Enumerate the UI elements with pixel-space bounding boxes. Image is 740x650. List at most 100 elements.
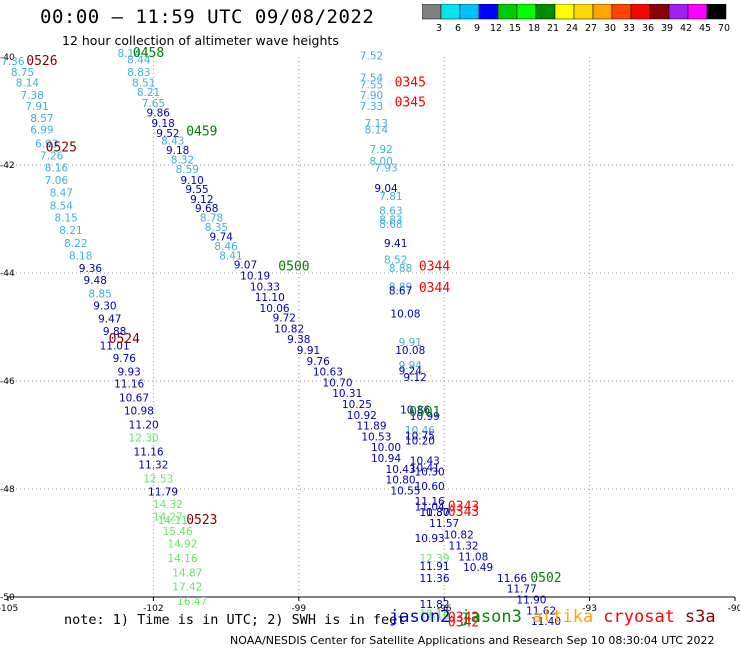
time-label: 0345 bbox=[395, 76, 426, 91]
wave-height-point: 10.98 bbox=[124, 405, 154, 417]
wave-height-point: 11.79 bbox=[148, 486, 178, 498]
wave-height-point: 8.35 bbox=[205, 222, 228, 234]
scale-label: 30 bbox=[604, 23, 616, 34]
wave-height-point: 8.47 bbox=[50, 187, 73, 199]
wave-height-point: 9.55 bbox=[185, 184, 208, 196]
wave-height-point: 10.20 bbox=[405, 436, 435, 448]
wave-height-point: 12.30 bbox=[129, 432, 159, 444]
wave-height-point: 9.91 bbox=[399, 337, 422, 349]
wave-height-point: 8.59 bbox=[176, 164, 199, 176]
wave-height-point: 11.32 bbox=[138, 459, 168, 471]
wave-height-point: 10.82 bbox=[274, 323, 304, 335]
scale-label: 70 bbox=[718, 23, 730, 34]
scale-label: 21 bbox=[547, 23, 559, 34]
legend-s3a: s3a bbox=[684, 607, 716, 627]
wave-height-point: 8.14 bbox=[117, 48, 141, 60]
scale-label: 42 bbox=[680, 23, 692, 34]
time-label: 0524 bbox=[109, 332, 140, 347]
wave-height-point: 12.16 bbox=[419, 609, 449, 621]
wave-height-point: 8.16 bbox=[45, 162, 69, 174]
time-label: 0501 bbox=[409, 405, 440, 420]
scale-label: 36 bbox=[642, 23, 654, 34]
wave-height-point: 8.15 bbox=[54, 213, 77, 225]
wave-height-point: 14.87 bbox=[172, 567, 202, 579]
wave-height-point: 8.85 bbox=[88, 288, 111, 300]
wave-height-point: 10.08 bbox=[395, 345, 425, 357]
wave-height-point: 10.67 bbox=[119, 393, 149, 405]
wave-height-point: 10.49 bbox=[463, 562, 493, 574]
wave-height-point: 7.26 bbox=[40, 151, 64, 163]
wave-height-point: 10.92 bbox=[347, 410, 377, 422]
wave-height-point: 9.12 bbox=[403, 372, 426, 384]
wave-height-point: 11.77 bbox=[507, 584, 537, 596]
wave-height-point: 9.86 bbox=[147, 107, 171, 119]
wave-height-point: 17.42 bbox=[172, 582, 202, 594]
wave-height-point: 10.86 bbox=[400, 404, 430, 416]
wave-height-point: 11.82 bbox=[419, 599, 449, 611]
wave-height-point: 9.68 bbox=[195, 203, 218, 215]
wave-height-point: 14.32 bbox=[153, 499, 183, 511]
wave-height-point: 10.43 bbox=[386, 464, 416, 476]
wave-height-point: 8.75 bbox=[11, 67, 34, 79]
wave-height-point: 7.38 bbox=[21, 90, 44, 102]
scale-label: 39 bbox=[661, 23, 673, 34]
wave-height-point: 8.44 bbox=[127, 54, 151, 66]
scale-label: 18 bbox=[528, 23, 540, 34]
wave-height-point: 9.12 bbox=[190, 194, 213, 206]
wave-height-point: 11.08 bbox=[458, 551, 488, 563]
wave-height-point: 10.33 bbox=[250, 281, 280, 293]
wave-height-point: 7.13 bbox=[365, 118, 388, 130]
wave-height-point: 10.60 bbox=[415, 481, 445, 493]
wave-height-point: 9.18 bbox=[166, 145, 189, 157]
y-tick-label: -46 bbox=[0, 377, 15, 387]
wave-height-point: 10.08 bbox=[390, 308, 420, 320]
wave-height-point: 11.90 bbox=[516, 594, 546, 606]
wave-height-point: 14.27 bbox=[153, 511, 183, 523]
wave-height-point: 9.88 bbox=[103, 326, 126, 338]
wave-height-point: 8.68 bbox=[379, 219, 402, 231]
wave-height-point: 8.78 bbox=[200, 213, 223, 225]
time-label: 0345 bbox=[395, 96, 426, 111]
wave-height-point: 8.14 bbox=[365, 125, 389, 137]
wave-height-point: 9.76 bbox=[306, 356, 330, 368]
wave-height-point: 11.10 bbox=[255, 292, 285, 304]
scale-label: 33 bbox=[623, 23, 635, 34]
wave-height-point: 8.00 bbox=[369, 156, 392, 168]
wave-height-point: 7.54 bbox=[360, 72, 384, 84]
wave-height-point: 10.00 bbox=[371, 442, 401, 454]
y-tick-label: -44 bbox=[0, 269, 15, 279]
wave-height-point: 10.63 bbox=[313, 367, 343, 379]
wave-height-point: 14.92 bbox=[167, 538, 197, 550]
y-tick-label: -40 bbox=[0, 53, 15, 63]
legend-jason2: jason2 bbox=[389, 607, 451, 627]
wave-height-point: 10.25 bbox=[342, 399, 372, 411]
wave-height-point: 8.67 bbox=[389, 286, 412, 298]
wave-height-point: 10.55 bbox=[390, 485, 420, 497]
time-label: 0344 bbox=[419, 259, 450, 274]
wave-height-point: 8.54 bbox=[50, 200, 74, 212]
wave-height-point: 7.90 bbox=[360, 90, 383, 102]
wave-height-point: 7.65 bbox=[142, 98, 165, 110]
x-tick-label: -93 bbox=[582, 604, 597, 614]
wave-height-point: 10.53 bbox=[361, 431, 391, 443]
wave-height-point: 7.55 bbox=[360, 79, 383, 91]
wave-height-point: 8.41 bbox=[219, 251, 242, 263]
wave-height-point: 8.63 bbox=[379, 206, 402, 218]
time-label: 0459 bbox=[186, 124, 217, 139]
time-label: 0342 bbox=[448, 610, 479, 625]
wave-height-point: 11.57 bbox=[429, 518, 459, 530]
y-tick-label: -48 bbox=[0, 485, 15, 495]
wave-height-point: 11.30 bbox=[419, 507, 449, 519]
wave-height-point: 11.16 bbox=[134, 447, 164, 459]
wave-height-point: 12.39 bbox=[419, 553, 449, 565]
time-label: 0523 bbox=[186, 513, 217, 528]
wave-height-point: 11.32 bbox=[449, 540, 479, 552]
x-tick-label: -105 bbox=[0, 604, 18, 614]
wave-height-point: 9.74 bbox=[210, 232, 234, 244]
wave-height-point: 10.93 bbox=[415, 533, 445, 545]
wave-height-point: 9.52 bbox=[156, 128, 179, 140]
wave-height-point: 10.75 bbox=[405, 430, 435, 442]
time-label: 0343 bbox=[448, 505, 479, 520]
legend-altika: altika bbox=[531, 607, 594, 627]
